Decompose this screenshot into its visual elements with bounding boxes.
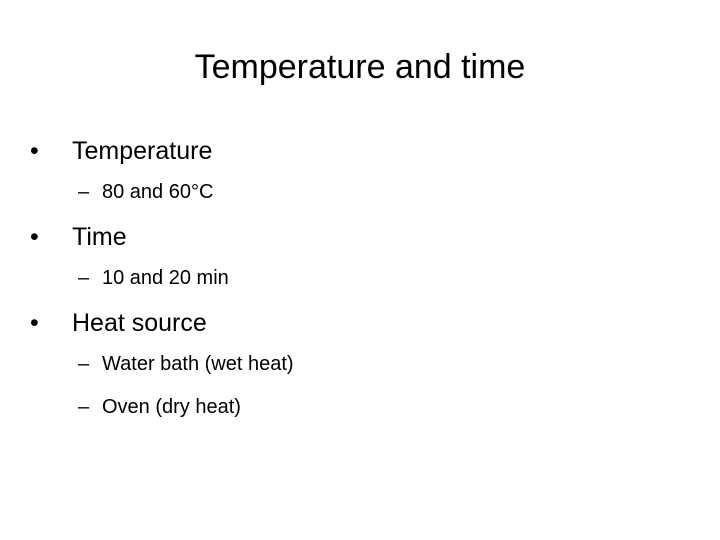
bullet-text: Heat source (72, 309, 207, 337)
sub-bullet-text-marker: – (78, 181, 90, 203)
bullet-text: Temperature (72, 137, 213, 165)
bullet-text-marker: • (30, 137, 39, 165)
sub-bullet-text: 80 and 60°C (102, 181, 214, 203)
bullet-text-marker: • (30, 309, 39, 337)
bullet-text-marker: • (30, 223, 39, 251)
sub-bullet-text-marker: – (78, 353, 90, 375)
sub-bullet-text: 10 and 20 min (102, 267, 229, 289)
slide-title: Temperature and time (194, 48, 526, 86)
bullet-text: Time (72, 223, 127, 251)
sub-bullet-text: Oven (dry heat) (102, 396, 241, 418)
sub-bullet-text-marker: – (78, 267, 90, 289)
sub-bullet-text-marker: – (78, 396, 90, 418)
sub-bullet-text: Water bath (wet heat) (102, 353, 294, 375)
